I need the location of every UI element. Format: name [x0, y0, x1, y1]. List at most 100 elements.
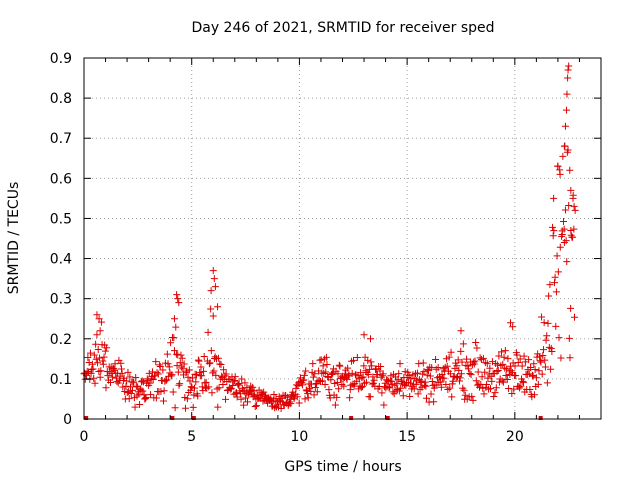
- data-point: [566, 166, 574, 174]
- data-point: [343, 375, 351, 383]
- y-tick-label: 0.3: [50, 292, 72, 308]
- data-point: [516, 384, 524, 392]
- data-point: [543, 332, 551, 340]
- data-point: [567, 186, 575, 194]
- data-point: [164, 360, 172, 368]
- data-point: [517, 382, 525, 390]
- data-point: [453, 362, 461, 370]
- data-point: [535, 367, 543, 375]
- data-point: [443, 362, 451, 370]
- data-point: [509, 323, 517, 331]
- data-point: [131, 403, 139, 411]
- data-point: [454, 356, 462, 364]
- data-point: [100, 353, 108, 361]
- data-point: [235, 380, 243, 388]
- data-point: [529, 372, 537, 380]
- data-point: [565, 201, 573, 209]
- data-point: [177, 351, 185, 359]
- data-point: [569, 233, 577, 241]
- data-point: [557, 354, 565, 362]
- data-point: [90, 351, 98, 359]
- data-point: [437, 383, 445, 391]
- data-point: [110, 366, 118, 374]
- data-point: [412, 380, 420, 388]
- data-point: [498, 377, 506, 385]
- data-point: [461, 391, 469, 399]
- data-point: [571, 206, 579, 214]
- baseline-marker: [385, 416, 390, 420]
- data-point: [207, 347, 215, 355]
- y-tick-label: 0.7: [50, 131, 72, 147]
- data-point: [530, 391, 538, 399]
- data-point: [299, 376, 307, 384]
- x-tick-label: 10: [291, 429, 309, 445]
- data-point: [445, 353, 453, 361]
- y-tick-label: 0.2: [50, 332, 72, 348]
- data-point: [563, 90, 571, 98]
- data-point: [551, 273, 559, 281]
- data-point: [123, 389, 131, 397]
- data-point: [301, 395, 309, 403]
- data-point: [210, 367, 218, 375]
- data-point: [481, 368, 489, 376]
- data-point: [192, 378, 200, 386]
- data-point: [567, 226, 575, 234]
- data-point: [542, 336, 550, 344]
- y-tick-label: 0.4: [50, 252, 72, 268]
- data-point: [178, 354, 186, 362]
- data-point: [539, 351, 547, 359]
- data-point: [307, 387, 315, 395]
- data-point: [370, 376, 378, 384]
- data-point: [357, 384, 365, 392]
- data-point: [189, 403, 197, 411]
- data-point: [563, 106, 571, 114]
- data-point: [538, 370, 546, 378]
- data-point: [167, 372, 175, 380]
- data-point: [96, 373, 104, 381]
- data-point: [333, 393, 341, 401]
- data-point: [406, 392, 414, 400]
- data-point: [234, 381, 242, 389]
- data-point: [189, 374, 197, 382]
- data-point: [519, 377, 527, 385]
- data-point: [149, 375, 157, 383]
- data-point: [559, 152, 567, 160]
- data-point: [516, 355, 524, 363]
- data-point: [507, 319, 515, 327]
- data-point: [564, 146, 572, 154]
- y-tick-label: 0.9: [50, 51, 72, 67]
- data-point: [302, 386, 310, 394]
- data-point: [210, 275, 218, 283]
- data-point: [96, 354, 104, 362]
- data-point: [536, 353, 544, 361]
- data-point: [174, 368, 182, 376]
- data-point: [538, 313, 546, 321]
- data-point: [191, 370, 199, 378]
- data-point: [460, 386, 468, 394]
- data-point: [394, 375, 402, 383]
- data-point: [373, 371, 381, 379]
- data-point: [486, 364, 494, 372]
- data-point: [322, 368, 330, 376]
- data-point: [106, 379, 114, 387]
- data-point: [259, 397, 267, 405]
- data-point: [128, 386, 136, 394]
- data-point: [467, 371, 475, 379]
- data-point: [127, 383, 135, 391]
- data-point: [206, 359, 214, 367]
- data-point: [556, 243, 564, 251]
- data-point: [219, 381, 227, 389]
- data-point: [172, 323, 180, 331]
- data-point: [175, 299, 183, 307]
- data-point: [117, 365, 125, 373]
- data-point: [534, 380, 542, 388]
- data-point: [103, 344, 111, 352]
- data-point: [544, 319, 552, 327]
- data-point: [183, 395, 191, 403]
- data-point: [95, 315, 103, 323]
- data-point: [525, 356, 533, 364]
- data-point: [468, 392, 476, 400]
- data-point: [497, 348, 505, 356]
- data-point: [84, 354, 92, 362]
- data-point: [353, 353, 361, 361]
